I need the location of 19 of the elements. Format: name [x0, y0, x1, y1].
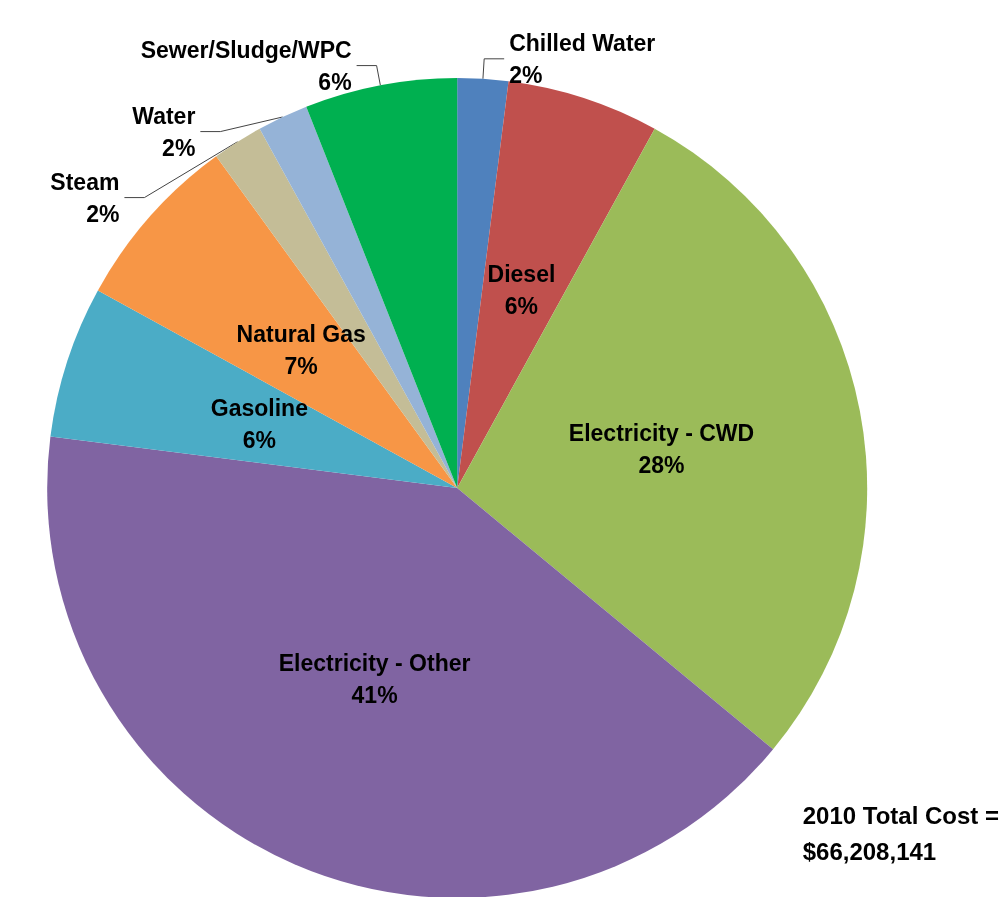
slice-label: Electricity - Other	[278, 649, 471, 676]
data-label: 41%	[351, 681, 398, 708]
data-label: 2%	[86, 200, 120, 227]
data-label: 6%	[318, 68, 352, 95]
data-label: 28%	[638, 451, 685, 478]
slice-label: Steam	[50, 168, 120, 195]
slice-label: Electricity - CWD	[568, 419, 755, 446]
slice-label: Gasoline	[210, 394, 308, 421]
slice-label: Water	[132, 102, 196, 129]
data-label: 2%	[509, 61, 543, 88]
slice-label: Diesel	[487, 261, 556, 288]
data-label: 6%	[504, 293, 539, 320]
text: 2010 Total Cost = $66,208,141	[802, 801, 1000, 865]
data-label: 6%	[242, 426, 276, 453]
data-label: 7%	[284, 353, 318, 380]
slice-label: Chilled Water	[509, 29, 656, 56]
slice-label: Natural Gas	[236, 321, 366, 348]
slice-label: Sewer/Sludge/WPC	[140, 36, 352, 63]
data-label: 2%	[162, 134, 196, 161]
